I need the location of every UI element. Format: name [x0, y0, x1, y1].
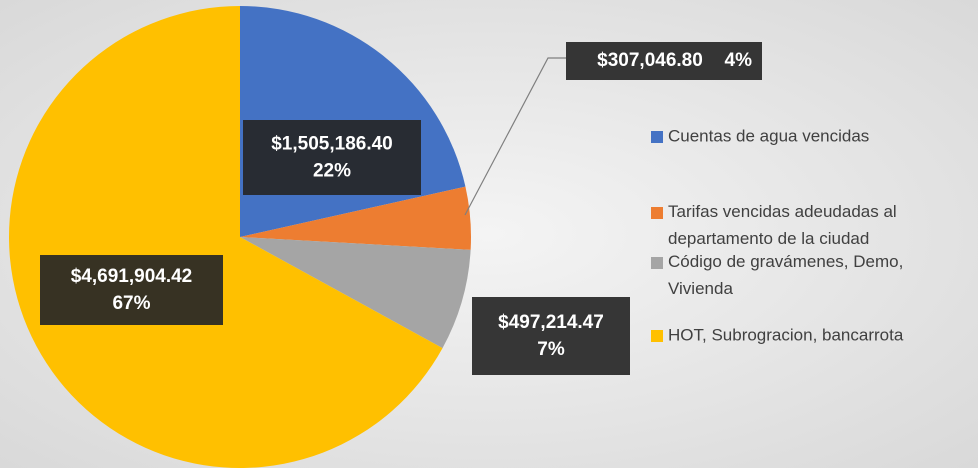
legend-swatch [651, 330, 663, 342]
leader-line [464, 57, 566, 216]
legend-label: Código de gravámenes, Demo, Vivienda [668, 252, 903, 298]
pie-slice [9, 6, 443, 468]
percentage-label: 4% [725, 50, 753, 71]
percentage-label: 22% [313, 161, 351, 182]
label-box [472, 297, 630, 375]
legend-line: departamento de la ciudad [668, 229, 869, 248]
data-label: $497,214.47 [498, 312, 604, 333]
percentage-label: 67% [112, 293, 150, 314]
data-label: $1,505,186.40 [271, 134, 393, 155]
label-box [40, 255, 223, 325]
pie-slice [240, 186, 472, 250]
label-box [243, 120, 421, 195]
legend-line: Vivienda [668, 279, 733, 298]
legend-line: Código de gravámenes, Demo, [668, 252, 903, 271]
legend-line: Tarifas vencidas adeudadas al [668, 202, 897, 221]
legend-swatch [651, 257, 663, 269]
legend-label: HOT, Subrogracion, bancarrota [668, 325, 904, 344]
legend-label: Tarifas vencidas adeudadas al departament… [668, 202, 897, 248]
label-box [566, 42, 762, 80]
legend-swatch [651, 131, 663, 143]
legend-swatch [651, 207, 663, 219]
data-label: $4,691,904.42 [71, 266, 193, 287]
pie-slice [240, 237, 471, 349]
percentage-label: 7% [537, 339, 565, 360]
legend-label: Cuentas de agua vencidas [668, 126, 869, 145]
data-label: $307,046.80 [597, 50, 703, 71]
